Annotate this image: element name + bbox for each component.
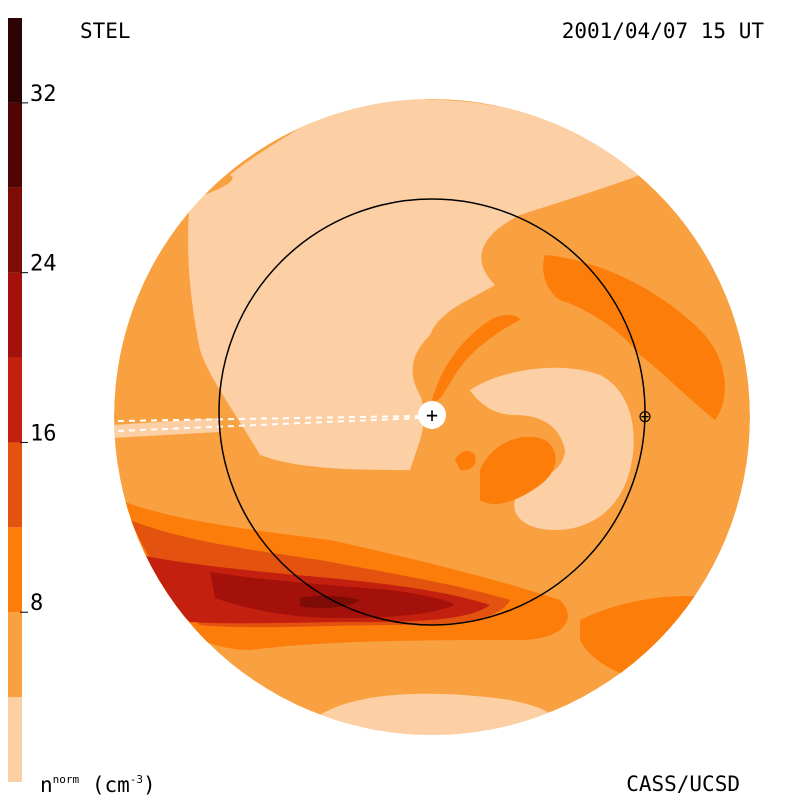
credit-label: CASS/UCSD [626,772,740,796]
blob-center [480,436,556,505]
sun-disc [418,401,446,429]
spiral-arm-east [543,255,725,420]
colorbar-title: nnorm (cm-3) [40,774,156,796]
quantity-superscript: norm [52,773,80,786]
colorbar-band [8,612,22,698]
band-south-core [210,572,455,618]
band-south-peak [300,595,360,608]
earth-marker: ⊕ [638,407,652,427]
unit-open: (cm [91,773,130,797]
colorbar-band [8,102,22,188]
colorbar-tick-label: 24 [30,252,57,277]
sun-marker: + [418,401,446,429]
colorbar-tick-label: 32 [30,82,57,107]
unit-exponent: -3 [129,773,143,786]
earth-orbit-circle [218,198,646,626]
colorbar-band [8,527,22,613]
spiral-arm-inner [432,315,520,401]
low-density-center [470,367,634,530]
colorbar-band [8,272,22,358]
sun-symbol: + [426,403,438,427]
model-label: STEL [80,19,131,43]
colorbar-band [8,357,22,443]
unit-close: ) [143,773,156,797]
colorbar-band [8,442,22,528]
quantity-symbol: n [40,773,53,797]
colorbar-band [8,697,22,782]
colorbar [8,18,22,782]
colorbar-tick-label: 8 [30,591,43,616]
colorbar-ticks: 8 16 24 32 [20,82,57,616]
timestamp: 2001/04/07 15 UT [561,19,764,43]
colorbar-band [8,187,22,273]
low-density-north [188,99,640,470]
colorbar-tick-label: 16 [30,421,57,446]
blob-small [455,450,476,471]
colorbar-band [8,18,22,103]
earth-symbol: ⊕ [638,407,652,427]
